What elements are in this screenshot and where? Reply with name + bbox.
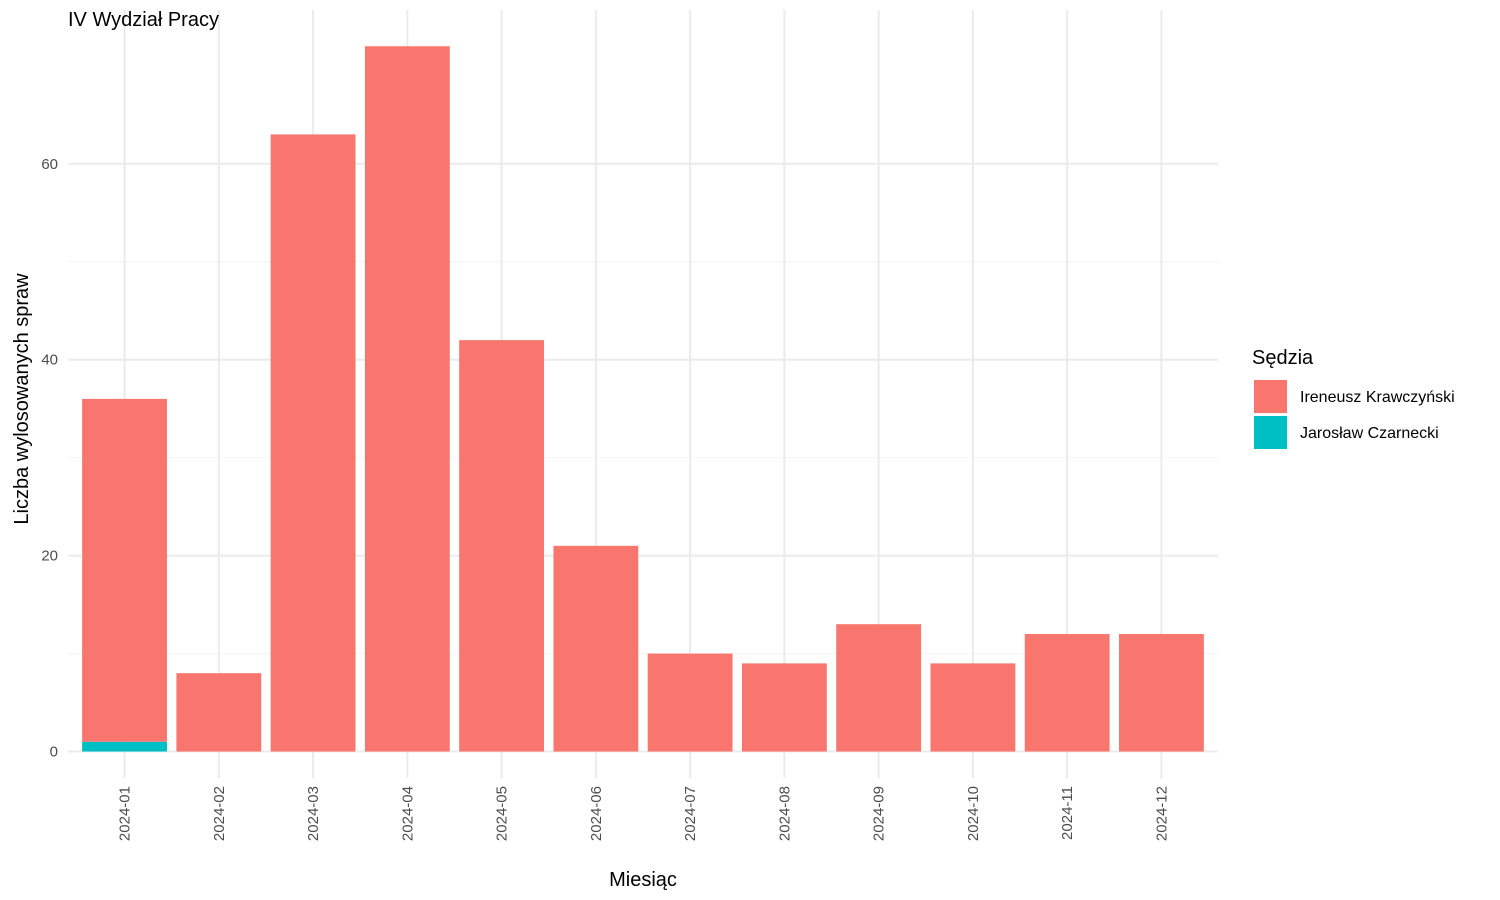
x-tick-label: 2024-05 — [494, 786, 511, 841]
bars — [82, 46, 1204, 752]
x-tick-label: 2024-07 — [682, 786, 699, 841]
bar-2024-11-series-1 — [1024, 634, 1110, 752]
bar-2024-08-series-1 — [741, 663, 827, 752]
x-tick-label: 2024-12 — [1153, 786, 1170, 841]
bar-2024-03-series-1 — [270, 134, 356, 752]
x-tick-label: 2024-02 — [211, 786, 228, 841]
legend-label: Jarosław Czarnecki — [1300, 425, 1439, 442]
x-tick-label: 2024-08 — [776, 786, 793, 841]
bar-2024-04-series-1 — [364, 46, 450, 752]
y-axis-title: Liczba wylosowanych spraw — [11, 273, 33, 525]
x-tick-label: 2024-09 — [871, 786, 888, 841]
y-tick-label: 40 — [41, 352, 58, 369]
chart-title: IV Wydział Pracy — [68, 9, 219, 31]
bar-2024-09-series-1 — [836, 624, 922, 752]
bar-2024-01-series-1 — [82, 398, 167, 742]
legend-key — [1254, 416, 1287, 449]
bar-2024-05-series-1 — [459, 340, 545, 752]
x-axis-title: Miesiąc — [609, 869, 677, 891]
bar-2024-01-series-0 — [82, 741, 167, 752]
legend: Sędzia Ireneusz Krawczyński Jarosław Czar… — [1252, 347, 1455, 449]
x-tick-label: 2024-10 — [965, 786, 982, 841]
y-tick-label: 0 — [50, 744, 58, 761]
bar-2024-02-series-1 — [176, 673, 262, 752]
y-tick-label: 20 — [41, 548, 58, 565]
bar-2024-07-series-1 — [647, 653, 733, 752]
x-tick-label: 2024-04 — [399, 786, 416, 841]
x-tick-label: 2024-03 — [305, 786, 322, 841]
x-axis-ticks: 2024-01 2024-02 2024-03 2024-04 2024-05 2024-… — [117, 786, 1171, 841]
bar-2024-06-series-1 — [553, 545, 639, 752]
legend-key — [1254, 380, 1287, 413]
legend-title: Sędzia — [1252, 347, 1314, 369]
x-tick-label: 2024-01 — [117, 786, 134, 841]
y-axis-ticks: 0 20 40 60 — [41, 156, 58, 761]
bar-2024-12-series-1 — [1119, 634, 1204, 752]
x-tick-label: 2024-11 — [1059, 786, 1076, 840]
x-tick-label: 2024-06 — [588, 786, 605, 841]
y-tick-label: 60 — [41, 156, 58, 173]
legend-label: Ireneusz Krawczyński — [1300, 389, 1455, 406]
bar-2024-10-series-1 — [930, 663, 1016, 752]
